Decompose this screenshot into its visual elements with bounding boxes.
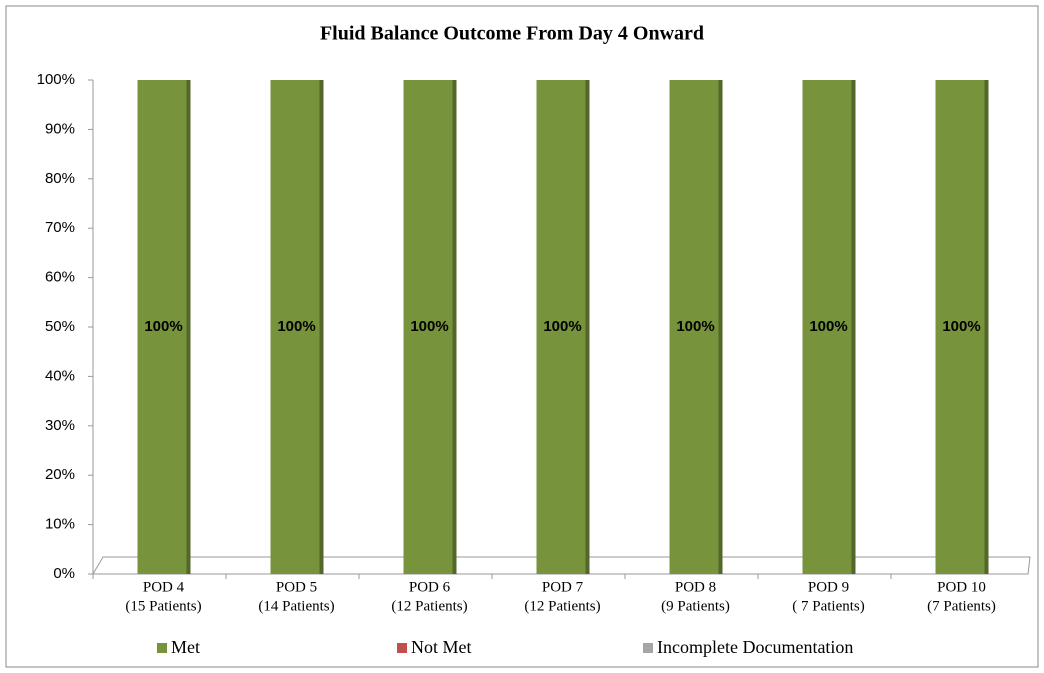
y-tick-label: 30% <box>45 417 75 434</box>
data-label: 100% <box>809 318 847 335</box>
data-label: 100% <box>144 318 182 335</box>
bar-side <box>984 80 989 574</box>
legend-swatch <box>397 643 407 653</box>
y-tick-label: 70% <box>45 219 75 236</box>
chart-title: Fluid Balance Outcome From Day 4 Onward <box>320 23 704 45</box>
x-tick-label: POD 6 <box>409 579 451 595</box>
bar-side <box>319 80 324 574</box>
y-tick-label: 60% <box>45 269 75 286</box>
legend-swatch <box>157 643 167 653</box>
data-label: 100% <box>543 318 581 335</box>
x-tick-label: POD 10 <box>937 579 986 595</box>
y-tick-label: 20% <box>45 466 75 483</box>
y-tick-label: 10% <box>45 516 75 533</box>
bar-side <box>186 80 191 574</box>
legend-label: Met <box>171 637 200 657</box>
x-tick-label: POD 7 <box>542 579 584 595</box>
data-label: 100% <box>277 318 315 335</box>
x-tick-label: POD 9 <box>808 579 849 595</box>
x-tick-label: POD 4 <box>143 579 185 595</box>
bar-segment <box>935 80 988 574</box>
y-tick-label: 80% <box>45 170 75 187</box>
bar-side <box>718 80 723 574</box>
x-tick-label: (12 Patients) <box>524 598 600 614</box>
y-tick-label: 0% <box>53 565 75 582</box>
data-label: 100% <box>410 318 448 335</box>
data-label: 100% <box>676 318 714 335</box>
legend-swatch <box>643 643 653 653</box>
y-tick-label: 50% <box>45 318 75 335</box>
x-tick-label: (15 Patients) <box>125 598 201 614</box>
legend-label: Incomplete Documentation <box>657 637 853 657</box>
x-tick-label: (14 Patients) <box>258 598 334 614</box>
y-tick-label: 90% <box>45 120 75 137</box>
bar-segment <box>270 80 323 574</box>
y-tick-label: 100% <box>37 71 75 88</box>
x-tick-label: (7 Patients) <box>927 598 996 614</box>
x-tick-label: (9 Patients) <box>661 598 730 614</box>
x-tick-label: POD 5 <box>276 579 317 595</box>
bar-segment <box>137 80 190 574</box>
legend-label: Not Met <box>411 637 472 657</box>
x-tick-label: (12 Patients) <box>391 598 467 614</box>
bar-segment <box>802 80 855 574</box>
bar-segment <box>403 80 456 574</box>
y-tick-label: 40% <box>45 367 75 384</box>
data-label: 100% <box>942 318 980 335</box>
bar-segment <box>669 80 722 574</box>
bar-side <box>851 80 856 574</box>
bar-segment <box>536 80 589 574</box>
bar-side <box>452 80 457 574</box>
x-tick-label: ( 7 Patients) <box>792 598 865 614</box>
bar-side <box>585 80 590 574</box>
x-tick-label: POD 8 <box>675 579 716 595</box>
